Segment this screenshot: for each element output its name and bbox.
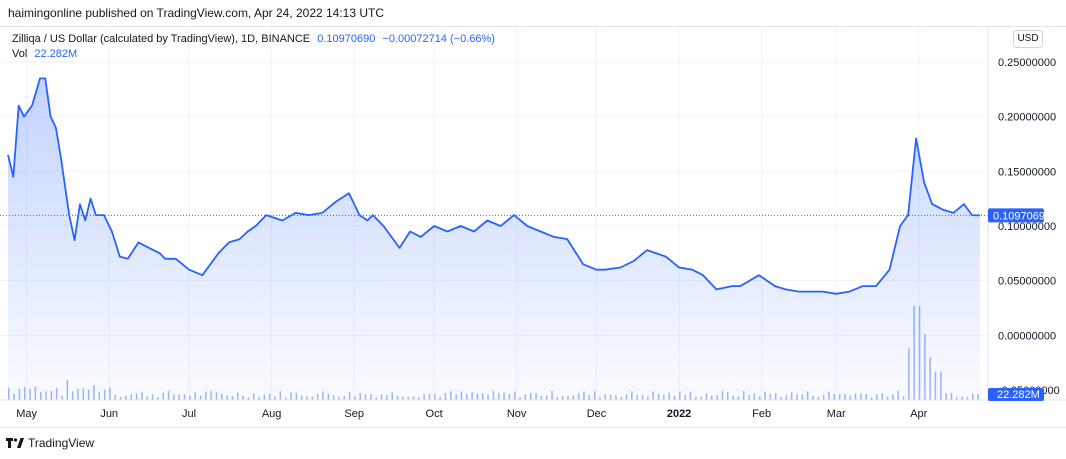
- x-tick-label: Mar: [827, 408, 846, 420]
- x-tick-label: May: [16, 408, 37, 420]
- volume-legend[interactable]: Vol 22.282M: [12, 48, 77, 60]
- price-line: [7, 77, 981, 295]
- last-price-label: 0.10970690: [988, 208, 1051, 223]
- symbol-title: Zilliqa / US Dollar (calculated by Tradi…: [12, 33, 311, 45]
- tradingview-logo-icon: [6, 438, 24, 448]
- x-tick-label: Apr: [910, 408, 927, 420]
- volume-value: 22.282M: [34, 48, 78, 60]
- last-price-text: 0.10970690: [993, 210, 1051, 222]
- y-tick-label: 0.05000000: [998, 276, 1056, 288]
- x-tick-label: Jul: [182, 408, 196, 420]
- footer-brand[interactable]: TradingView: [6, 436, 94, 450]
- volume-label-text: 22.282M: [997, 389, 1040, 401]
- price-chart[interactable]: 0.25000000 0.20000000 0.15000000 0.10000000…: [0, 26, 1066, 428]
- y-tick-label: 0.00000000: [998, 330, 1056, 342]
- x-tick-label: Jun: [100, 408, 118, 420]
- y-tick-label: 0.20000000: [998, 112, 1056, 124]
- volume-title: Vol: [12, 48, 28, 60]
- footer-brand-text: TradingView: [28, 436, 95, 450]
- price-axis[interactable]: 0.25000000 0.20000000 0.15000000 0.10000000…: [998, 57, 1060, 397]
- publisher-line: haimingonline published on TradingView.c…: [8, 6, 385, 20]
- y-tick-label: 0.10000000: [998, 221, 1056, 233]
- price-area: [8, 78, 980, 401]
- volume-label: 22.282M: [988, 388, 1044, 401]
- x-tick-label: Oct: [426, 408, 443, 420]
- x-tick-label: Dec: [587, 408, 607, 420]
- symbol-legend[interactable]: Zilliqa / US Dollar (calculated by Tradi…: [12, 33, 495, 45]
- y-tick-label: 0.25000000: [998, 57, 1056, 69]
- price-change: −0.00072714 (−0.66%): [382, 33, 495, 45]
- x-tick-label: 2022: [667, 408, 691, 420]
- x-tick-label: Aug: [262, 408, 282, 420]
- currency-button[interactable]: USD: [1013, 30, 1043, 48]
- time-axis[interactable]: May Jun Jul Aug Sep Oct Nov Dec 2022 Feb Mar Apr: [16, 408, 927, 420]
- x-tick-label: Feb: [752, 408, 771, 420]
- x-tick-label: Sep: [344, 408, 364, 420]
- last-price: 0.10970690: [317, 33, 376, 45]
- x-tick-label: Nov: [507, 408, 527, 420]
- y-tick-label: 0.15000000: [998, 166, 1056, 178]
